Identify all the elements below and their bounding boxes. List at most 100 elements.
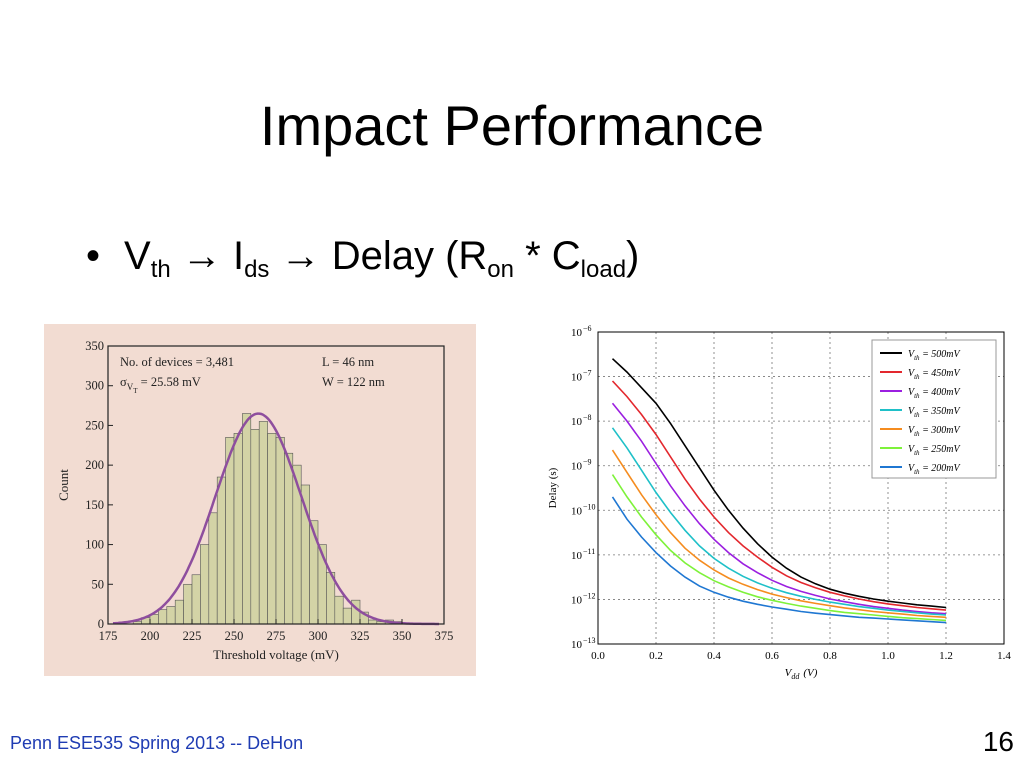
y-tick-label: 100 [85,538,104,552]
histogram-bar [200,544,210,625]
y-tick-label: 10 [571,327,583,339]
sigma-value: = 25.58 mV [138,375,201,389]
y-tick-label: 10 [571,639,583,651]
y-tick-label: 10 [571,505,583,517]
right-arrow-icon: → [280,234,321,278]
delay-plot-frame [597,331,1005,645]
x-tick-label: 300 [309,629,328,643]
y-tick-label: 10 [571,372,583,384]
histogram-bar [242,413,252,625]
delay-series-line [611,496,947,624]
annotation-length: L = 46 nm [322,355,374,369]
vdd-symbol: V [785,667,793,679]
legend-vth-symbol: V [908,463,916,474]
legend-vth-subscript: th [914,411,920,419]
x-tick-label: 350 [393,629,412,643]
x-tick-label: 250 [225,629,244,643]
slide-title: Impact Performance [259,94,765,157]
delay-series-line [611,474,947,622]
vth-subscript: th [150,256,171,283]
legend-vth-symbol: V [908,425,916,436]
histogram-y-ticks: 0 50 100 150 200 250 300 350 [85,339,113,631]
x-tick-label: 225 [183,629,202,643]
histogram-bar [208,512,218,625]
legend-vth-value: = 200mV [920,463,962,474]
legend-vth-subscript: th [914,392,920,400]
legend-vth-subscript: th [914,373,920,381]
cload-subscript: load [580,256,627,283]
closing-paren: ) [626,234,640,278]
y-tick-exponent: −6 [583,324,592,333]
delay-x-ticks: 0.0 0.2 0.4 0.6 0.8 1.0 1.2 1.4 [591,650,1011,662]
legend-vth-symbol: V [908,368,916,379]
x-tick-label: 175 [99,629,118,643]
histogram-bar [183,583,193,625]
page-number: 16 [982,726,1014,757]
y-tick-exponent: −8 [583,413,592,422]
legend-label: Vth = 400mV [908,387,962,400]
right-arrow-icon: → [181,234,222,278]
x-tick-label: 325 [351,629,370,643]
histogram-bar [216,476,226,625]
legend-label: Vth = 250mV [908,444,962,457]
x-tick-label: 0.2 [649,650,663,662]
y-tick-label: 50 [92,577,105,591]
histogram-bar [174,599,184,625]
threshold-voltage-histogram: 175 200 225 250 275 300 325 350 375 0 50 100 150 200… [44,324,476,676]
y-tick-label: 10 [571,550,583,562]
legend-label: Vth = 200mV [908,463,962,476]
legend-vth-value: = 500mV [920,349,962,360]
ron-subscript: on [487,256,514,283]
legend-vth-symbol: V [908,444,916,455]
annotation-sigma: σVT = 25.58 mV [120,375,201,395]
legend-vth-subscript: th [914,354,920,362]
legend-vth-value: = 300mV [920,425,962,436]
y-tick-label: 10 [571,461,583,473]
y-tick-exponent: −12 [583,591,596,600]
delay-series-line [611,380,947,611]
histogram-bar [166,606,176,625]
histogram-bar [158,609,168,625]
sigma-symbol: σ [120,375,127,389]
x-tick-label: 0.6 [765,650,779,662]
y-tick-label: 300 [85,379,104,393]
histogram-bar [258,421,268,625]
sigma-subscript: V [127,382,134,392]
delay-y-label: Delay (s) [547,467,559,508]
delay-vs-vdd-chart: 0.0 0.2 0.4 0.6 0.8 1.0 1.2 1.4 10−610−710 −810−… [547,324,1011,681]
x-tick-label: 275 [267,629,286,643]
x-tick-label: 375 [435,629,454,643]
y-tick-exponent: −9 [583,458,592,467]
histogram-bar [267,433,277,625]
y-tick-label: 350 [85,339,104,353]
y-tick-exponent: −11 [583,547,595,556]
delay-series-line [611,427,947,616]
gaussian-fit-curve [112,412,439,626]
legend-vth-subscript: th [914,468,920,476]
histogram-bar [250,429,260,625]
times-cload-text: * C [513,234,581,278]
histogram-bar [275,437,285,625]
legend-vth-symbol: V [908,349,916,360]
y-tick-exponent: −7 [583,369,592,378]
footer-course-label: Penn ESE535 Spring 2013 -- DeHon [10,733,304,753]
legend-vth-value: = 400mV [920,387,962,398]
delay-series-lines [611,358,947,624]
histogram-bar [342,607,352,625]
y-tick-label: 200 [85,458,104,472]
delay-series-line [611,358,947,609]
histogram-bar [309,520,319,625]
histogram-bar [233,433,243,625]
legend-vth-subscript: th [914,449,920,457]
y-tick-label: 10 [571,594,583,606]
legend-vth-symbol: V [908,387,916,398]
y-tick-exponent: −10 [583,502,596,511]
y-tick-label: 10 [571,416,583,428]
delay-text: Delay (R [331,234,488,278]
legend-vth-value: = 450mV [920,368,962,379]
x-tick-label: 0.0 [591,650,605,662]
ids-symbol: I [232,234,245,278]
x-tick-label: 1.0 [881,650,895,662]
